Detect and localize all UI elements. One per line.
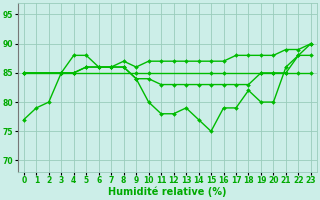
X-axis label: Humidité relative (%): Humidité relative (%) [108, 187, 227, 197]
